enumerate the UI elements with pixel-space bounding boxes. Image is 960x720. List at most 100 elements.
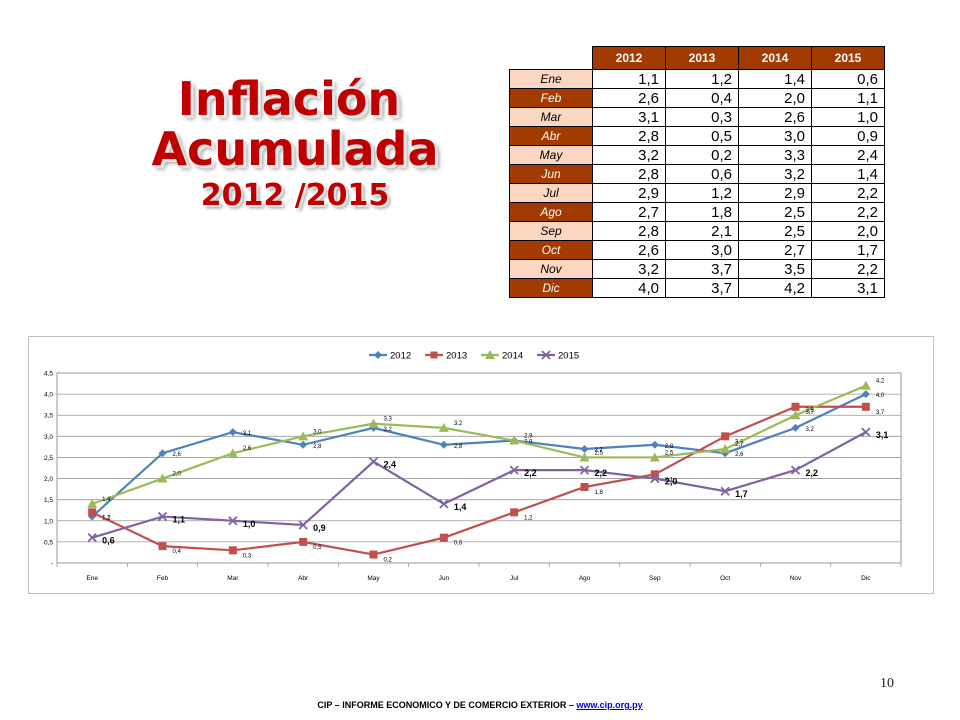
legend-marker-2015 <box>541 350 551 360</box>
series-line-2013 <box>91 405 866 556</box>
point-2015 <box>579 465 590 475</box>
data-label-2014: 2,0 <box>173 472 182 478</box>
header-2014: 2014 <box>738 46 812 70</box>
point-2015 <box>861 427 871 437</box>
legend-label-2013: 2013 <box>446 351 467 362</box>
value-cell: 2,7 <box>738 240 812 260</box>
table-row: Mar 3,1 0,3 2,6 1,0 <box>509 107 885 127</box>
value-cell: 3,2 <box>592 145 666 165</box>
point-2012 <box>439 440 448 449</box>
x-tick-label: Dic <box>861 575 871 582</box>
point-2012 <box>650 440 659 449</box>
data-label-2012: 2,8 <box>454 444 463 450</box>
point-2015 <box>298 520 308 530</box>
value-cell: 2,6 <box>592 88 666 108</box>
header-2013: 2013 <box>665 46 739 70</box>
value-cell: 2,8 <box>592 221 666 241</box>
value-cell: 2,6 <box>592 240 666 260</box>
y-tick-label: 4,0 <box>44 392 53 399</box>
point-2015 <box>650 473 660 484</box>
legend-label-2015: 2015 <box>558 351 579 362</box>
legend-label-2012: 2012 <box>390 351 411 362</box>
value-cell: 3,7 <box>665 278 739 298</box>
table-row: Jun 2,8 0,6 3,2 1,4 <box>509 164 885 184</box>
point-2012 <box>299 440 308 449</box>
value-cell: 2,9 <box>592 183 666 203</box>
value-cell: 0,6 <box>811 69 885 89</box>
legend-marker-2013 <box>430 351 438 359</box>
value-cell: 1,4 <box>738 69 812 89</box>
x-tick-label: Feb <box>157 575 169 582</box>
data-label-2015: 2,2 <box>806 468 819 478</box>
point-2014 <box>87 498 98 508</box>
data-label-2014: 3,5 <box>806 408 815 414</box>
data-label-2014: 4,2 <box>876 379 885 385</box>
value-cell: 0,2 <box>665 145 739 165</box>
point-2014 <box>509 435 520 445</box>
data-label-2015: 1,0 <box>243 519 256 529</box>
value-cell: 2,0 <box>738 88 812 108</box>
value-cell: 2,4 <box>811 145 885 165</box>
value-cell: 2,0 <box>811 221 885 241</box>
data-label-2015: 2,4 <box>384 460 397 470</box>
data-label-2014: 3,3 <box>384 417 393 423</box>
plot-area <box>56 372 902 564</box>
data-label-2014: 2,7 <box>735 442 744 448</box>
point-2012 <box>228 428 237 437</box>
table-row: Ago 2,7 1,8 2,5 2,2 <box>509 202 885 222</box>
value-cell: 0,3 <box>665 107 739 127</box>
point-2015 <box>87 533 97 543</box>
value-cell: 2,5 <box>738 202 812 222</box>
point-2013 <box>158 542 167 551</box>
value-cell: 0,5 <box>665 126 739 146</box>
data-label-2014: 2,5 <box>665 450 674 456</box>
header-2012: 2012 <box>592 46 666 70</box>
x-tick-label: Nov <box>790 575 802 582</box>
data-label-2013: 0,3 <box>243 553 252 559</box>
month-cell: Abr <box>509 126 593 146</box>
data-label-2012: 2,6 <box>735 452 744 458</box>
value-cell: 4,0 <box>592 278 666 298</box>
footer: CIP – INFORME ECONOMICO Y DE COMERCIO EX… <box>0 700 960 710</box>
value-cell: 2,2 <box>811 202 885 222</box>
value-cell: 3,1 <box>592 107 666 127</box>
data-label-2015: 0,6 <box>102 536 115 546</box>
value-cell: 2,5 <box>738 221 812 241</box>
x-tick-label: Ago <box>579 575 591 582</box>
month-cell: Jul <box>509 183 593 203</box>
chart-svg: - 0,5 1,0 1,5 2,0 2,5 3,0 3,5 4,0 4,5 Ene Feb Mar Abr… <box>44 350 902 582</box>
point-2014 <box>438 422 449 432</box>
title-line-1: Inflación <box>177 72 401 126</box>
point-2014 <box>860 380 871 390</box>
value-cell: 3,5 <box>738 259 812 279</box>
point-2012 <box>88 512 97 521</box>
data-label-2013: 1,8 <box>595 490 604 496</box>
point-2014 <box>720 444 731 453</box>
point-2013 <box>88 508 97 517</box>
point-2014 <box>579 452 590 462</box>
table-row: Ene 1,1 1,2 1,4 0,6 <box>509 69 885 89</box>
y-tick-label: 2,0 <box>44 476 53 483</box>
data-label-2012: 2,9 <box>524 440 533 446</box>
value-cell: 2,8 <box>592 164 666 184</box>
point-2015 <box>228 516 238 526</box>
x-tick-label: Mar <box>227 575 239 582</box>
month-cell: Ene <box>509 69 593 89</box>
value-cell: 1,2 <box>665 69 739 89</box>
y-tick-label: 1,5 <box>44 497 53 504</box>
footer-link[interactable]: www.cip.org.py <box>576 700 643 710</box>
point-2014 <box>227 448 238 458</box>
data-label-2015: 2,2 <box>524 468 537 478</box>
month-cell: Feb <box>509 88 593 108</box>
y-tick-label: 4,5 <box>44 371 53 378</box>
point-2013 <box>580 483 589 491</box>
value-cell: 1,4 <box>811 164 885 184</box>
data-label-2014: 2,9 <box>524 434 533 440</box>
data-label-2012: 2,8 <box>313 444 322 450</box>
month-cell: Oct <box>509 240 593 260</box>
header-2015: 2015 <box>811 46 885 70</box>
value-cell: 3,3 <box>738 145 812 165</box>
table-row: Feb 2,6 0,4 2,0 1,1 <box>509 88 885 108</box>
value-cell: 1,1 <box>811 88 885 108</box>
series-line-2015 <box>91 431 867 539</box>
